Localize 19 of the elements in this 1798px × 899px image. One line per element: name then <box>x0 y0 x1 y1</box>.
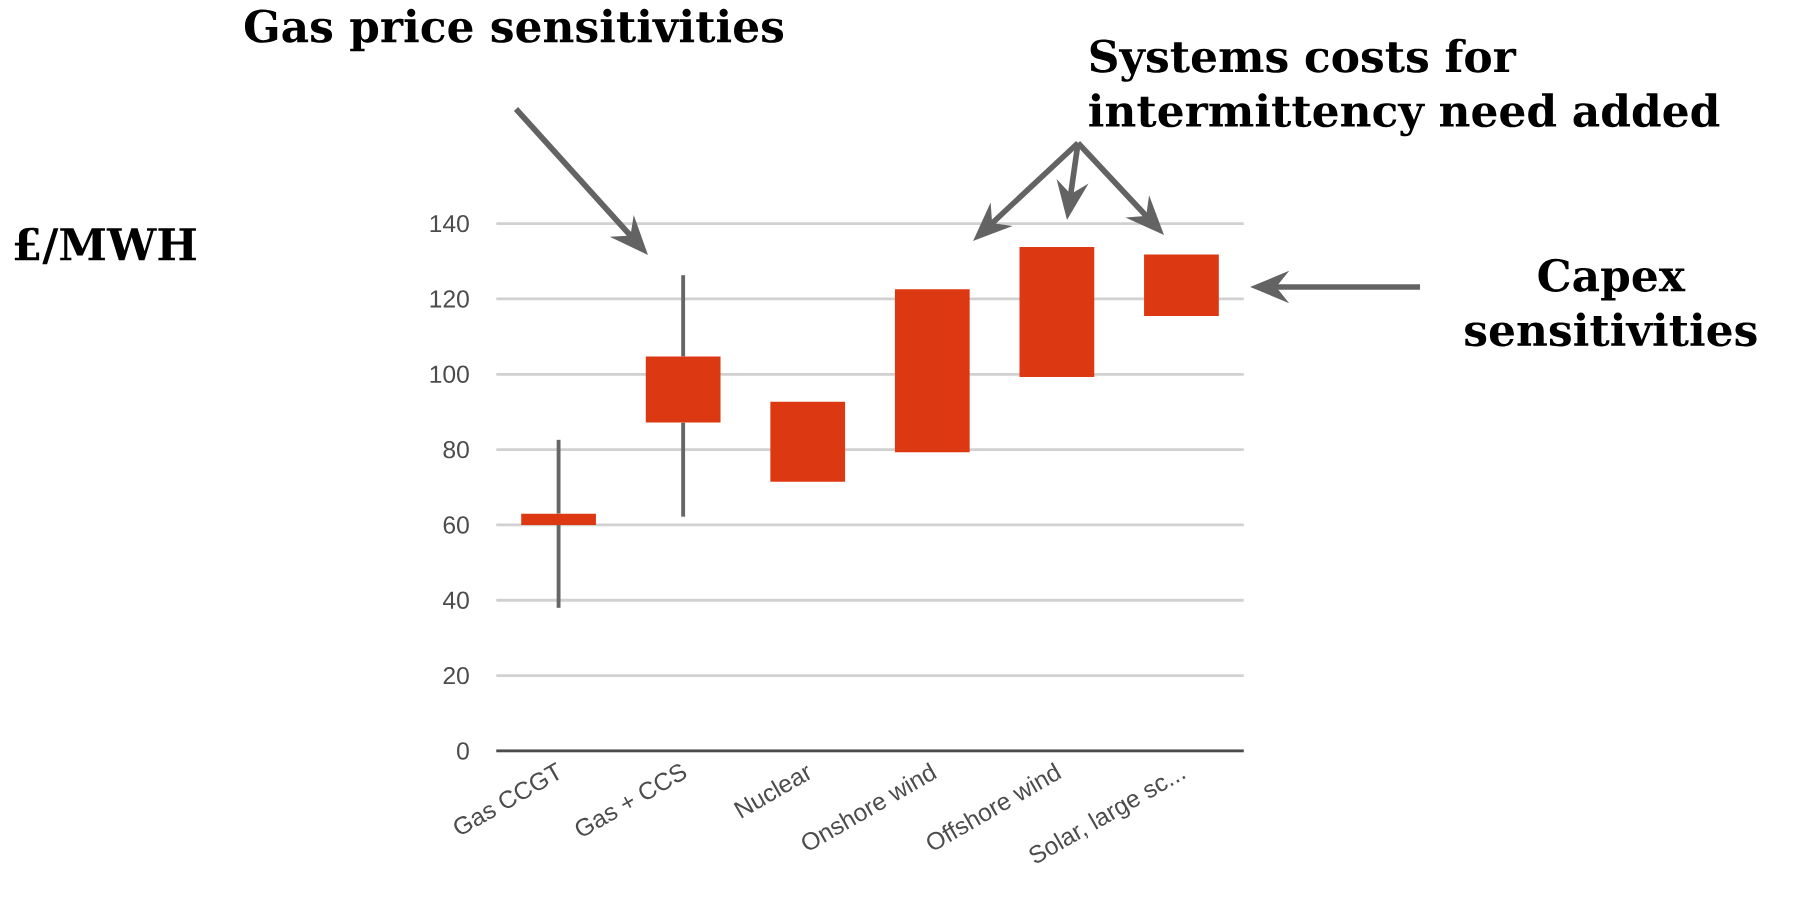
y-tick-label: 100 <box>430 365 469 383</box>
y-tick-label: 60 <box>443 516 469 534</box>
candlestick <box>645 275 721 517</box>
text: Gas price sensitivities <box>244 8 784 52</box>
candlestick <box>521 439 596 608</box>
candlestick <box>1144 254 1219 316</box>
candlestick <box>894 289 970 453</box>
y-tick-label: 140 <box>430 214 469 233</box>
y-tick-label: 80 <box>443 440 469 459</box>
text: £/MWH <box>14 227 196 265</box>
y-tick-label: 20 <box>443 666 469 685</box>
y-tick-label: 0 <box>457 742 469 760</box>
candlestick <box>770 401 846 482</box>
candlestick <box>1019 246 1095 377</box>
y-tick-label: 40 <box>442 591 469 609</box>
text: Systems costs for intermittency need added <box>1089 38 1720 137</box>
x-tick-label: Gas + CCS <box>575 764 687 836</box>
y-tick-label: 120 <box>430 290 469 308</box>
text: Capex sensitivities <box>1465 258 1757 347</box>
